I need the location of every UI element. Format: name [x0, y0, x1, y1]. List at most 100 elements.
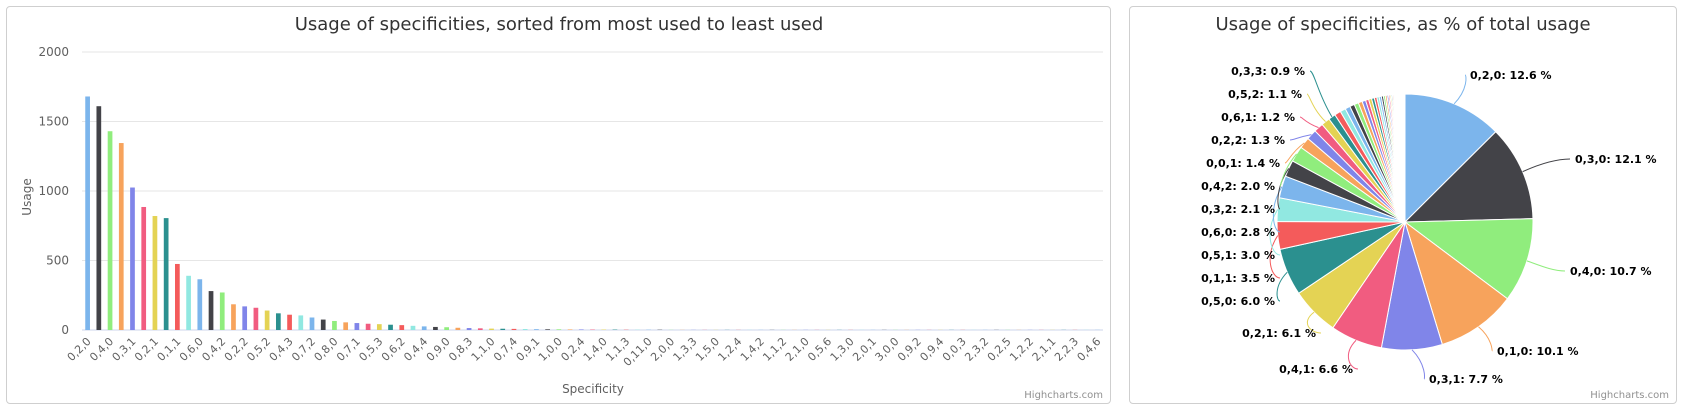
- bar[interactable]: [466, 328, 472, 330]
- bar-x-tick-label: 0,2,4: [558, 335, 587, 364]
- pie-connector: [1279, 153, 1297, 187]
- bar-x-tick-label: 0,9,1: [514, 335, 543, 364]
- bar-x-tick-label: 0,4,0: [87, 335, 116, 364]
- bar[interactable]: [534, 329, 539, 330]
- bar-x-tick-label: 0,7,1: [334, 335, 363, 364]
- bar[interactable]: [197, 279, 203, 330]
- bar-y-axis-title: Usage: [20, 178, 34, 215]
- pie-connector: [1277, 168, 1290, 210]
- bar-y-tick-label: 500: [46, 254, 69, 268]
- bar[interactable]: [152, 216, 158, 330]
- bar-x-tick-label: 0,8,0: [312, 335, 341, 364]
- bar-x-tick-label: 0,4,6: [1075, 335, 1104, 364]
- bar-x-tick-label: 0,0,3: [940, 335, 969, 364]
- pie-connector: [1284, 142, 1305, 164]
- bar[interactable]: [365, 323, 371, 330]
- bar[interactable]: [275, 313, 281, 330]
- bar[interactable]: [522, 329, 528, 330]
- pie-data-label: 0,1,0: 10.1 %: [1497, 345, 1579, 358]
- bar[interactable]: [107, 131, 113, 330]
- bar[interactable]: [399, 325, 405, 330]
- bar-x-tick-label: 1,2,2: [1007, 335, 1036, 364]
- bar[interactable]: [354, 323, 360, 330]
- pie-data-label: 0,3,1: 7.7 %: [1429, 373, 1503, 386]
- bar[interactable]: [489, 328, 494, 330]
- bar[interactable]: [287, 314, 292, 330]
- bar[interactable]: [253, 307, 259, 330]
- bar-chart-title: Usage of specificities, sorted from most…: [295, 14, 824, 35]
- bar[interactable]: [320, 319, 326, 330]
- pie-data-label: 0,3,3: 0.9 %: [1231, 65, 1305, 78]
- pie-chart-credits[interactable]: Highcharts.com: [1590, 390, 1669, 401]
- bar[interactable]: [511, 328, 517, 330]
- bar-x-tick-label: 2,3,2: [962, 335, 991, 364]
- bar-x-tick-label: 0,9,4: [917, 335, 946, 364]
- bar-x-tick-label: 2,0,0: [648, 335, 677, 364]
- bar[interactable]: [264, 310, 270, 330]
- pie-data-label: 0,0,1: 1.4 %: [1206, 157, 1280, 170]
- bar[interactable]: [231, 304, 236, 330]
- bar[interactable]: [433, 326, 438, 330]
- bar[interactable]: [421, 326, 427, 330]
- bar-series: [85, 96, 1100, 331]
- bar[interactable]: [208, 291, 214, 330]
- bar[interactable]: [309, 317, 315, 330]
- pie-data-label: 0,4,0: 10.7 %: [1570, 265, 1652, 278]
- bar[interactable]: [388, 324, 393, 330]
- bar-x-tick-label: 2,1,0: [783, 335, 812, 364]
- bar-x-tick-label: 0,2,2: [222, 335, 251, 364]
- bar-y-tick-label: 1000: [38, 184, 69, 198]
- pie-data-label: 0,5,1: 3.0 %: [1201, 249, 1275, 262]
- pie-slice[interactable]: [1403, 131, 1534, 223]
- pie-connector: [1276, 271, 1288, 302]
- bar-x-tick-label: 0,5,3: [356, 335, 385, 364]
- bar[interactable]: [545, 329, 550, 330]
- bar[interactable]: [141, 206, 147, 330]
- pie-slice[interactable]: [1404, 220, 1509, 346]
- pie-connector: [1453, 74, 1467, 105]
- bar[interactable]: [477, 328, 483, 330]
- bar-x-tick-label: 0,7,4: [491, 335, 520, 364]
- bar-y-tick-label: 0: [61, 323, 69, 337]
- bar-x-tick-label: 2,1,1: [1030, 335, 1059, 364]
- bar[interactable]: [85, 96, 90, 330]
- bar-x-tick-label: 0,2,5: [985, 335, 1014, 364]
- bar[interactable]: [96, 106, 102, 331]
- bar[interactable]: [219, 292, 225, 330]
- bar[interactable]: [332, 320, 337, 330]
- bar-x-tick-label: 2,0,1: [850, 335, 879, 364]
- bar-chart-credits[interactable]: Highcharts.com: [1024, 390, 1103, 401]
- pie-connector: [1306, 311, 1322, 334]
- bar[interactable]: [444, 327, 449, 330]
- bar[interactable]: [242, 306, 248, 330]
- pie-connector: [1309, 70, 1333, 118]
- pie-chart-title: Usage of specificities, as % of total us…: [1215, 14, 1590, 35]
- bar-y-tick-label: 2000: [38, 45, 69, 59]
- bar[interactable]: [500, 328, 506, 330]
- bar[interactable]: [556, 329, 562, 330]
- bar[interactable]: [298, 315, 304, 330]
- bar-y-tick-label: 1500: [38, 115, 69, 129]
- bar[interactable]: [410, 325, 416, 330]
- bar-x-tick-label: 0,5,6: [805, 335, 834, 364]
- pie-connector: [1306, 93, 1326, 123]
- pie-slice[interactable]: [1404, 93, 1497, 224]
- bar[interactable]: [186, 275, 191, 330]
- bar-x-tick-label: 0,1,1: [154, 335, 183, 364]
- bar[interactable]: [163, 218, 169, 330]
- bar[interactable]: [118, 143, 124, 330]
- bar-chart: Usage of specificities, sorted from most…: [20, 14, 1104, 401]
- pie-data-label: 0,3,2: 2.1 %: [1201, 203, 1275, 216]
- bar-x-tick-label: 0,4,4: [401, 335, 430, 364]
- bar[interactable]: [343, 322, 349, 330]
- pie-data-label: 0,3,0: 12.1 %: [1575, 153, 1657, 166]
- bar[interactable]: [175, 263, 180, 330]
- bar[interactable]: [578, 329, 584, 330]
- bar[interactable]: [376, 324, 382, 330]
- bar[interactable]: [130, 187, 135, 330]
- bar[interactable]: [567, 329, 573, 330]
- bar-x-tick-label: 1,1,2: [760, 335, 789, 364]
- bar[interactable]: [455, 327, 461, 330]
- pie-data-label: 0,2,2: 1.3 %: [1211, 134, 1285, 147]
- bar-x-tick-label: 0,2,0: [65, 335, 94, 364]
